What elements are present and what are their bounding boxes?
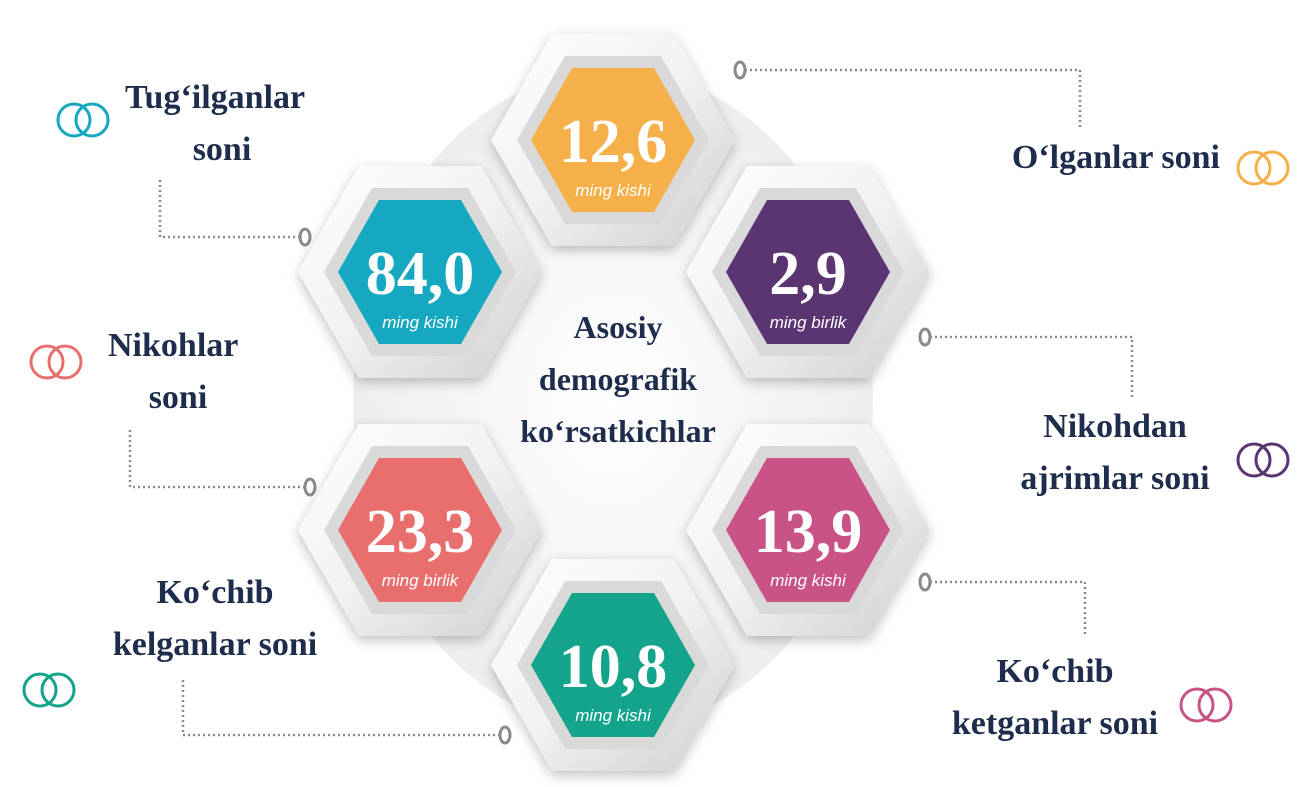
center-title: demografik [539, 361, 697, 397]
center-title: ko‘rsatkichlar [520, 413, 716, 449]
hex-fill [531, 593, 695, 737]
hexagon-card: 23,3 ming birlik [298, 424, 542, 636]
item-label: ajrimlar soni [1020, 460, 1209, 497]
icon-part [1236, 150, 1272, 186]
content: 12,6 ming kishi O‘lganlar soni 84,0 ming kis… [22, 34, 1290, 771]
value: 13,9 [754, 498, 863, 566]
unit: ming birlik [382, 571, 460, 590]
item-label: soni [149, 379, 208, 416]
connector-node [298, 227, 312, 247]
icon-part [56, 102, 92, 138]
connector-node [918, 327, 932, 347]
icon [1236, 150, 1290, 186]
unit: ming kishi [770, 571, 847, 590]
hex-fill [531, 68, 695, 212]
hex-fill [338, 458, 502, 602]
unit: ming birlik [770, 313, 848, 332]
connector-node [303, 477, 317, 497]
icon-part [22, 672, 58, 708]
item-label: soni [193, 131, 252, 168]
icon-part [29, 344, 65, 380]
item-label: Ko‘chib [156, 574, 273, 611]
hex-fill [726, 200, 890, 344]
connector [158, 180, 305, 239]
hexagon-card: 84,0 ming kishi [298, 166, 542, 378]
connector-node [918, 572, 932, 592]
unit: ming kishi [382, 313, 459, 332]
connector [740, 68, 1082, 130]
icon-part [47, 344, 83, 380]
icon-part [1236, 442, 1272, 478]
hexagon-card: 10,8 ming kishi [491, 559, 735, 771]
icon-part [1254, 442, 1290, 478]
hexagon-card: 2,9 ming birlik [686, 166, 930, 378]
connector [128, 428, 310, 489]
item-label: ketganlar soni [952, 705, 1158, 742]
unit: ming kishi [575, 706, 652, 725]
icon-part [1179, 687, 1215, 723]
icon [22, 672, 76, 708]
item-label: Ko‘chib [996, 653, 1113, 690]
icon-part [40, 672, 76, 708]
item-label: Nikohlar [108, 327, 238, 364]
icon [1236, 442, 1290, 478]
connector [925, 335, 1134, 398]
center-title: Asosiy [574, 309, 663, 345]
icon [29, 344, 83, 380]
hex-fill [338, 200, 502, 344]
icon [56, 102, 110, 138]
hex-fill [726, 458, 890, 602]
icon-part [1197, 687, 1233, 723]
value: 12,6 [559, 108, 668, 176]
connector [181, 680, 505, 737]
icon-part [1254, 150, 1290, 186]
item-label: Tug‘ilganlar [125, 79, 305, 116]
icon [1179, 687, 1233, 723]
value: 10,8 [559, 633, 668, 701]
value: 84,0 [366, 240, 475, 308]
connector-node [498, 725, 512, 745]
connector-node [733, 60, 747, 80]
hexagon-card: 12,6 ming kishi [491, 34, 735, 246]
item-label: O‘lganlar soni [1012, 139, 1220, 176]
value: 2,9 [769, 240, 847, 308]
unit: ming kishi [575, 181, 652, 200]
item-label: kelganlar soni [113, 626, 317, 663]
connector [925, 580, 1087, 637]
icon-part [74, 102, 110, 138]
item-label: Nikohdan [1043, 408, 1187, 445]
hexagon-card: 13,9 ming kishi [686, 424, 930, 636]
value: 23,3 [366, 498, 475, 566]
